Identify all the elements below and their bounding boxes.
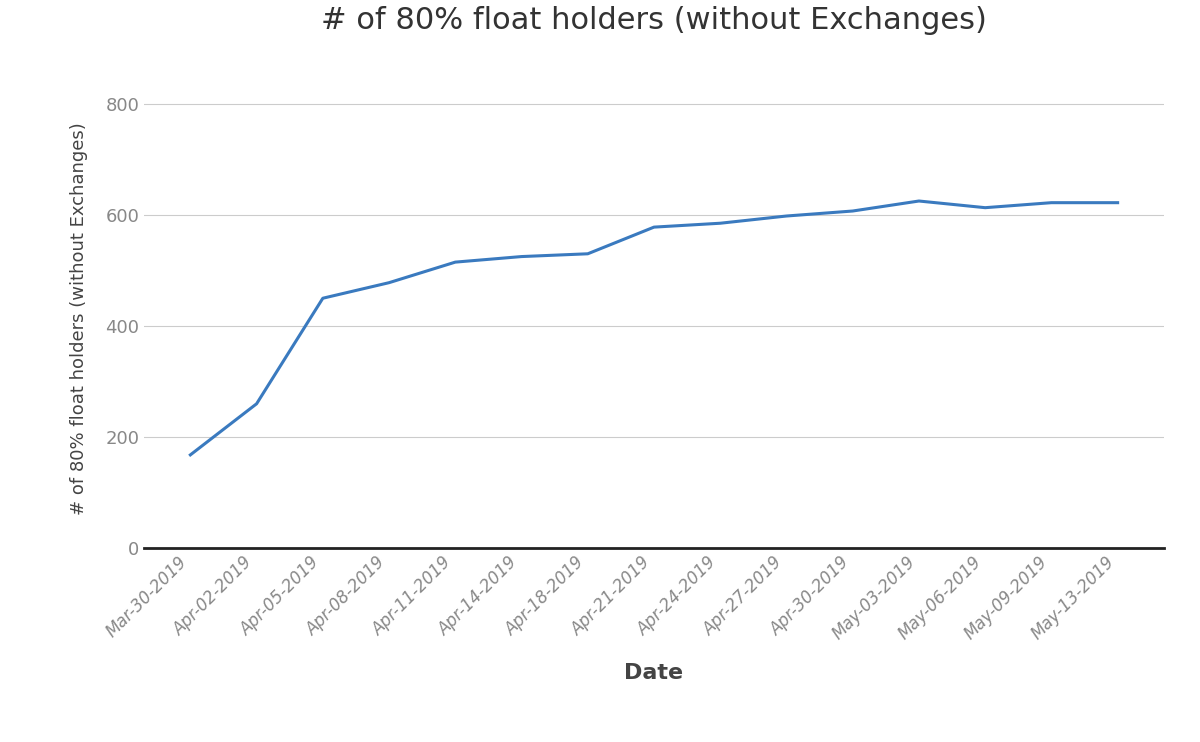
Title: # of 80% float holders (without Exchanges): # of 80% float holders (without Exchange… [322,6,986,35]
Y-axis label: # of 80% float holders (without Exchanges): # of 80% float holders (without Exchange… [71,122,89,516]
X-axis label: Date: Date [624,663,684,683]
